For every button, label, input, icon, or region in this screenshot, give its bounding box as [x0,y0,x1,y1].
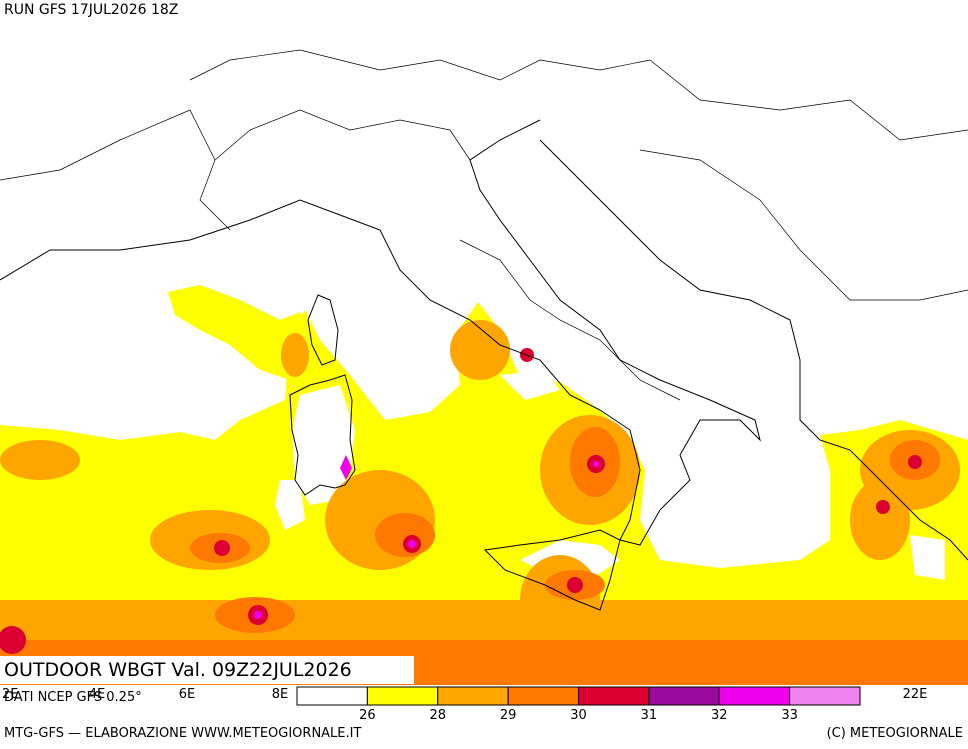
longitude-label: 8E [272,687,289,702]
legend-swatch [648,686,720,706]
longitude-label: 6E [179,687,196,702]
field-dark-orange [375,513,435,557]
field-red [214,540,230,556]
legend-swatch [437,686,509,706]
sicily [483,529,621,611]
field-magenta [340,455,352,480]
field-orange [850,480,910,560]
field-red [0,626,26,654]
border [459,239,681,401]
legend-swatch [789,686,861,706]
legend-swatch [366,686,439,706]
field-label-box [0,656,414,684]
legend-threshold: 26 [359,708,376,723]
sardinia [289,374,356,496]
field-red [567,577,583,593]
legend: 26 28 29 30 31 32 33 [296,686,861,723]
run-title: RUN GFS 17JUL2026 18Z [4,2,178,18]
legend-swatch [718,686,791,706]
field-orange [281,333,309,377]
field-white [275,480,305,530]
field-yellow [168,285,305,380]
field-white [500,370,560,400]
wbgt-field [0,285,968,685]
border [649,59,968,141]
longitude-labels: 2E 4E 6E 8E 22E [2,687,927,702]
field-magenta [408,540,416,548]
footer-left: MTG-GFS — ELABORAZIONE WWW.METEOGIORNALE… [4,726,361,741]
data-source: DATI NCEP GFS 0.25° [4,690,142,705]
field-label: OUTDOOR WBGT Val. 09Z22JUL2026 [4,659,352,681]
legend-swatch [507,686,579,706]
legend-threshold: 28 [429,708,446,723]
longitude-label: 4E [89,687,106,702]
legend-threshold: 29 [500,708,517,723]
field-orange [0,440,80,480]
field-white [660,420,830,560]
border [639,149,968,301]
field-red [908,455,922,469]
legend-swatch [296,686,368,706]
border [0,109,231,231]
border [214,109,471,161]
corsica [307,294,339,366]
field-red [876,500,890,514]
field-orange [450,320,510,380]
field-white [910,535,945,580]
coastlines [0,49,968,611]
coastline [539,139,968,561]
field-magenta [254,611,262,619]
legend-threshold: 31 [641,708,658,723]
longitude-label: 2E [2,687,19,702]
legend-threshold: 30 [570,708,587,723]
field-yellow [0,302,968,685]
field-magenta [593,461,599,467]
field-white [292,385,355,505]
border [189,49,651,81]
legend-swatch [578,686,650,706]
legend-threshold: 32 [711,708,728,723]
longitude-label: 22E [903,687,928,702]
legend-threshold: 33 [781,708,798,723]
footer-right: (C) METEOGIORNALE [827,726,963,741]
coastline [0,119,761,546]
